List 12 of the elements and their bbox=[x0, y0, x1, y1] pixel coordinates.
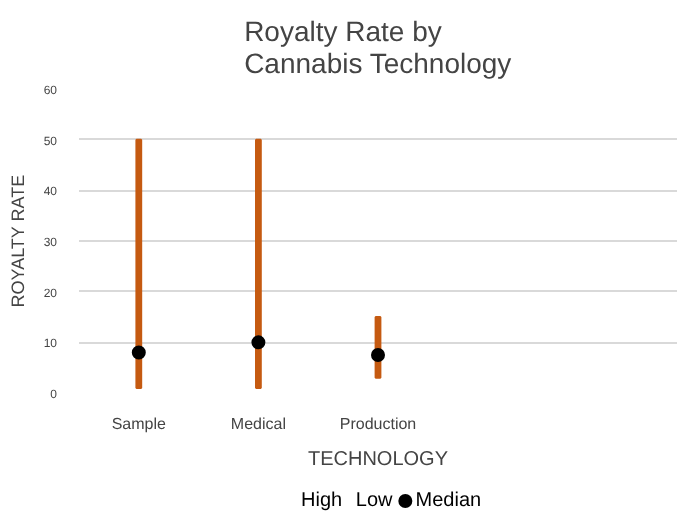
x-tick-label: Sample bbox=[111, 415, 168, 433]
point bbox=[131, 345, 146, 360]
legend-label: Median bbox=[415, 490, 482, 512]
text: High bbox=[301, 490, 343, 512]
text: Low bbox=[355, 490, 395, 512]
point bbox=[371, 348, 385, 362]
x-axis-title: TECHNOLOGY bbox=[307, 449, 449, 471]
y-axis-title: ROYALTY RATE bbox=[7, 174, 28, 308]
point bbox=[251, 335, 266, 350]
chart-title: Royalty Rate by Cannabis Technology bbox=[244, 15, 512, 79]
x-tick-label: Medical bbox=[230, 415, 287, 433]
x-tick-label: Production bbox=[339, 415, 417, 433]
